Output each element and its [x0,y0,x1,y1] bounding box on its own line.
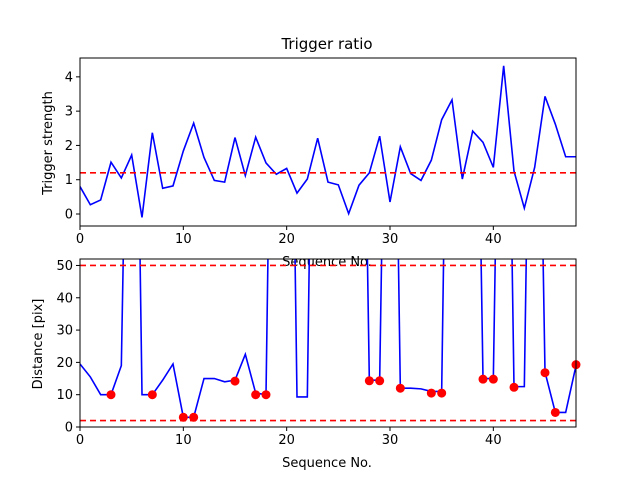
y-tick-label: 1 [65,173,73,188]
x-axis-label: Sequence No. [282,456,372,471]
data-point-marker [261,390,271,400]
data-point-marker [189,412,199,422]
x-tick-label: 30 [382,433,399,448]
x-tick-label: 20 [278,232,295,247]
y-tick-label: 2 [65,139,73,154]
x-tick-label: 20 [278,433,295,448]
data-point-marker [437,388,447,398]
y-tick-label: 10 [56,388,73,403]
series-line [80,65,576,218]
y-axis-label: Trigger strength [41,91,56,196]
data-point-marker [540,368,550,378]
data-point-marker [178,412,188,422]
x-tick-label: 40 [485,232,502,247]
x-tick-label: 0 [76,433,84,448]
data-point-marker [395,383,405,393]
x-tick-label: 10 [175,433,192,448]
x-tick-label: 10 [175,232,192,247]
y-tick-label: 0 [65,208,73,223]
y-tick-label: 40 [56,291,73,306]
data-point-marker [509,382,519,392]
y-tick-label: 30 [56,324,73,339]
data-point-marker [230,376,240,386]
axes-frame [79,258,577,428]
data-point-marker [147,390,157,400]
x-tick-label: 0 [76,232,84,247]
data-point-marker [550,407,560,417]
data-point-marker [106,390,116,400]
data-point-marker [364,376,374,386]
y-tick-label: 0 [65,421,73,436]
x-tick-label: 40 [485,433,502,448]
y-tick-label: 20 [56,356,73,371]
x-tick-label: 30 [382,232,399,247]
y-tick-label: 4 [65,70,73,85]
y-tick-label: 50 [56,259,73,274]
data-point-marker [375,376,385,386]
plot-area: 0 10 20 30 40 0 1 2 3 4 [65,57,577,247]
data-point-marker [488,374,498,384]
data-point-marker [478,374,488,384]
chart-title: Trigger ratio [280,35,372,53]
trigger-ratio-chart: Trigger ratio Trigger strength Sequence … [41,35,577,270]
distance-chart: Distance [pix] Sequence No. 0 10 20 30 40 0 10… [31,258,581,471]
data-point-marker [251,390,261,400]
data-point-marker [426,388,436,398]
plot-area: 0 10 20 30 40 0 10 20 30 40 50 [56,258,581,448]
axes-frame [79,57,577,227]
y-axis-label: Distance [pix] [31,299,46,390]
plot-clip [80,65,576,218]
y-tick-label: 3 [65,105,73,120]
